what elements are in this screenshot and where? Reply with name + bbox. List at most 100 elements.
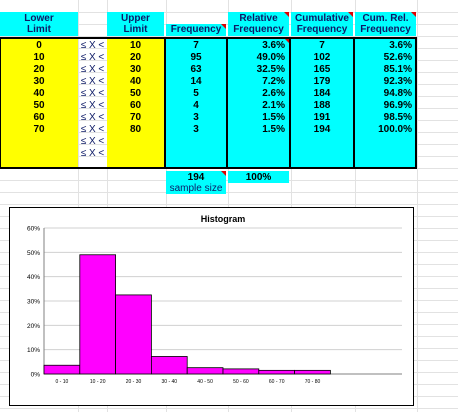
header-cumulative-line2: Frequency [296,24,348,35]
y-tick-label: 50% [27,250,40,257]
table-cell-operator: ≤ X < [80,40,105,51]
cumulative-frequency-column[interactable]: 7 102 165 179 184 188 191 194 [291,38,353,167]
table-cell-upper: 20 [129,52,142,63]
histogram-bar [294,369,331,375]
header-cumrel-line1: Cum. Rel. [362,13,409,24]
table-border-cum-right [353,37,355,169]
table-cell-cumulative: 102 [313,52,331,63]
header-cumrel-line2: Frequency [360,24,411,35]
table-cell-operator: ≤ X < [80,112,105,123]
header-cumulative-frequency[interactable]: Cumulative Frequency [291,12,353,36]
header-frequency[interactable]: Frequency [166,24,226,36]
y-tick-label: 40% [27,274,40,281]
table-cell-relative: 2.1% [262,100,285,111]
table-cell-frequency: 3 [193,112,199,123]
table-border-top [0,37,417,39]
table-cell-lower: 70 [33,124,45,135]
total-relative: 100% [245,172,272,183]
histogram-bar [258,369,296,375]
table-cell-cumulative: 184 [313,88,331,99]
histogram-chart[interactable]: Histogram 0% 10% 20% 30% 40% 50% 60% 0 - 10 10 - … [9,207,414,406]
table-cell-operator: ≤ X < [80,136,105,147]
table-cell-cumulative: 191 [313,112,331,123]
table-cell-operator: ≤ X < [80,100,105,111]
table-cell-upper: 30 [129,64,142,75]
lower-limit-column[interactable]: 0 10 20 30 40 50 60 70 [0,38,78,167]
table-cell-cum-rel: 98.5% [383,112,412,123]
upper-limit-column[interactable]: 10 20 30 40 50 60 70 80 [107,38,164,167]
table-cell-lower: 50 [33,100,45,111]
table-cell-lower: 20 [33,64,45,75]
x-tick-label: 40 - 50 [197,379,213,385]
operator-column[interactable]: ≤ X < ≤ X < ≤ X < ≤ X < ≤ X < ≤ X < ≤ X < ≤ X <… [78,38,107,167]
table-cell-cum-rel: 52.6% [383,52,412,63]
header-lower-limit[interactable]: Lower Limit [0,12,78,36]
table-cell-lower: 10 [33,52,45,63]
table-border-rel-right [289,37,291,169]
frequency-column[interactable]: 7 95 63 14 5 4 3 3 [166,38,226,167]
cum-rel-frequency-column[interactable]: 3.6% 52.6% 85.1% 92.3% 94.8% 96.9% 98.5% 100.0% [355,38,416,167]
total-frequency: 194 [187,172,205,183]
total-frequency-cell[interactable]: 194 sample size [166,171,226,194]
histogram-bar [43,364,81,375]
header-relative-frequency[interactable]: Relative Frequency [228,12,289,36]
table-cell-cumulative: 179 [313,76,331,87]
comment-marker[interactable] [348,12,353,17]
table-cell-relative: 1.5% [262,112,285,123]
header-cumulative-line1: Cumulative [295,13,349,24]
table-cell-cum-rel: 96.9% [383,100,412,111]
table-cell-frequency: 5 [193,88,199,99]
header-lower-line2: Limit [27,24,51,35]
table-border-bottom [0,167,417,169]
table-border-right [415,37,417,169]
header-upper-line2: Limit [123,24,148,35]
table-cell-upper: 80 [129,124,142,135]
histogram-plot: Histogram 0% 10% 20% 30% 40% 50% 60% 0 - 10 10 - … [27,214,402,385]
total-relative-cell[interactable]: 100% [228,171,289,183]
y-tick-label: 20% [27,323,40,330]
histogram-bar [79,254,117,375]
table-cell-relative: 7.2% [262,76,285,87]
relative-frequency-column[interactable]: 3.6% 49.0% 32.5% 7.2% 2.6% 2.1% 1.5% 1.5% [228,38,289,167]
table-cell-frequency: 4 [193,100,199,111]
table-cell-upper: 60 [129,100,142,111]
table-cell-cum-rel: 100.0% [378,124,412,135]
table-cell-operator: ≤ X < [80,88,105,99]
header-lower-line1: Lower [24,13,54,24]
y-tick-label: 0% [31,372,41,379]
table-cell-upper: 70 [129,112,142,123]
comment-marker[interactable] [284,38,289,43]
x-tick-label: 0 - 10 [56,379,69,385]
table-cell-operator: ≤ X < [80,52,105,63]
table-cell-cum-rel: 85.1% [383,64,412,75]
table-cell-cumulative: 188 [313,100,331,111]
table-cell-frequency: 95 [190,52,202,63]
table-border-left [0,37,1,169]
x-tick-label: 50 - 60 [233,379,249,385]
table-cell-upper: 40 [129,76,142,87]
table-cell-operator: ≤ X < [80,64,105,75]
histogram-bar [115,294,152,375]
y-tick-label: 10% [27,347,40,354]
comment-marker[interactable] [221,24,226,29]
table-cell-frequency: 63 [190,64,202,75]
y-tick-label: 30% [27,299,40,306]
comment-marker[interactable] [411,12,416,17]
table-cell-lower: 60 [33,112,45,123]
table-cell-upper: 10 [129,40,142,51]
histogram-bar [222,368,260,375]
comment-marker[interactable] [221,171,226,176]
x-tick-label: 60 - 70 [269,379,285,385]
x-tick-label: 70 - 80 [305,379,321,385]
table-cell-lower: 40 [33,88,45,99]
table-cell-cumulative: 7 [319,40,325,51]
comment-marker[interactable] [284,12,289,17]
header-cum-rel-frequency[interactable]: Cum. Rel. Frequency [355,12,416,36]
table-cell-cum-rel: 92.3% [383,76,412,87]
header-relative-line1: Relative [239,13,278,24]
y-tick-label: 60% [27,226,40,233]
header-upper-limit[interactable]: Upper Limit [107,12,164,36]
chart-title: Histogram [201,214,246,224]
table-cell-upper: 50 [129,88,142,99]
